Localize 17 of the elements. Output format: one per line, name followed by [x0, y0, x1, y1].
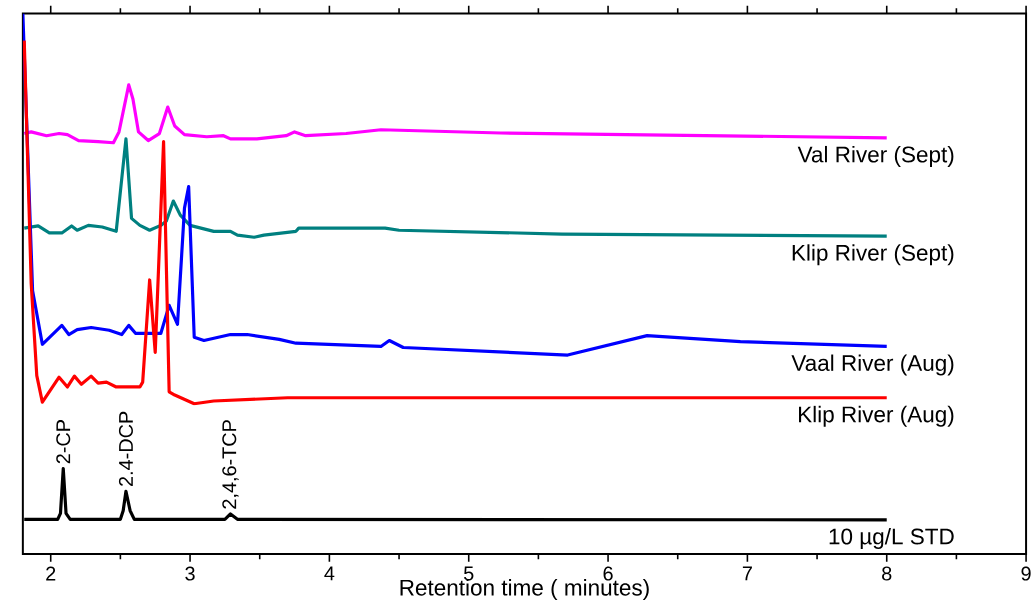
series-label: Vaal River (Aug) [791, 354, 954, 376]
series-label: 10 µg/L STD [829, 528, 954, 550]
x-tick-label: 8 [882, 566, 892, 581]
annotation: 2.4-DCP [118, 412, 133, 487]
x-axis-title: Retention time ( minutes) [400, 579, 649, 601]
series-label: Val River (Sept) [797, 146, 954, 168]
annotation: 2,4,6-TCP [222, 420, 239, 509]
series-label: Klip River (Sept) [792, 244, 954, 266]
x-tick-label: 4 [324, 566, 335, 581]
x-tick-label: 3 [185, 566, 195, 581]
x-tick-label: 6 [603, 566, 613, 581]
x-tick-label: 2 [46, 566, 56, 581]
x-tick-label: 7 [742, 566, 752, 581]
annotation: 2-CP [56, 420, 71, 464]
series-label: Klip River (Aug) [799, 406, 954, 428]
x-tick-label: 5 [463, 566, 474, 581]
x-tick-label: 9 [1021, 566, 1031, 581]
